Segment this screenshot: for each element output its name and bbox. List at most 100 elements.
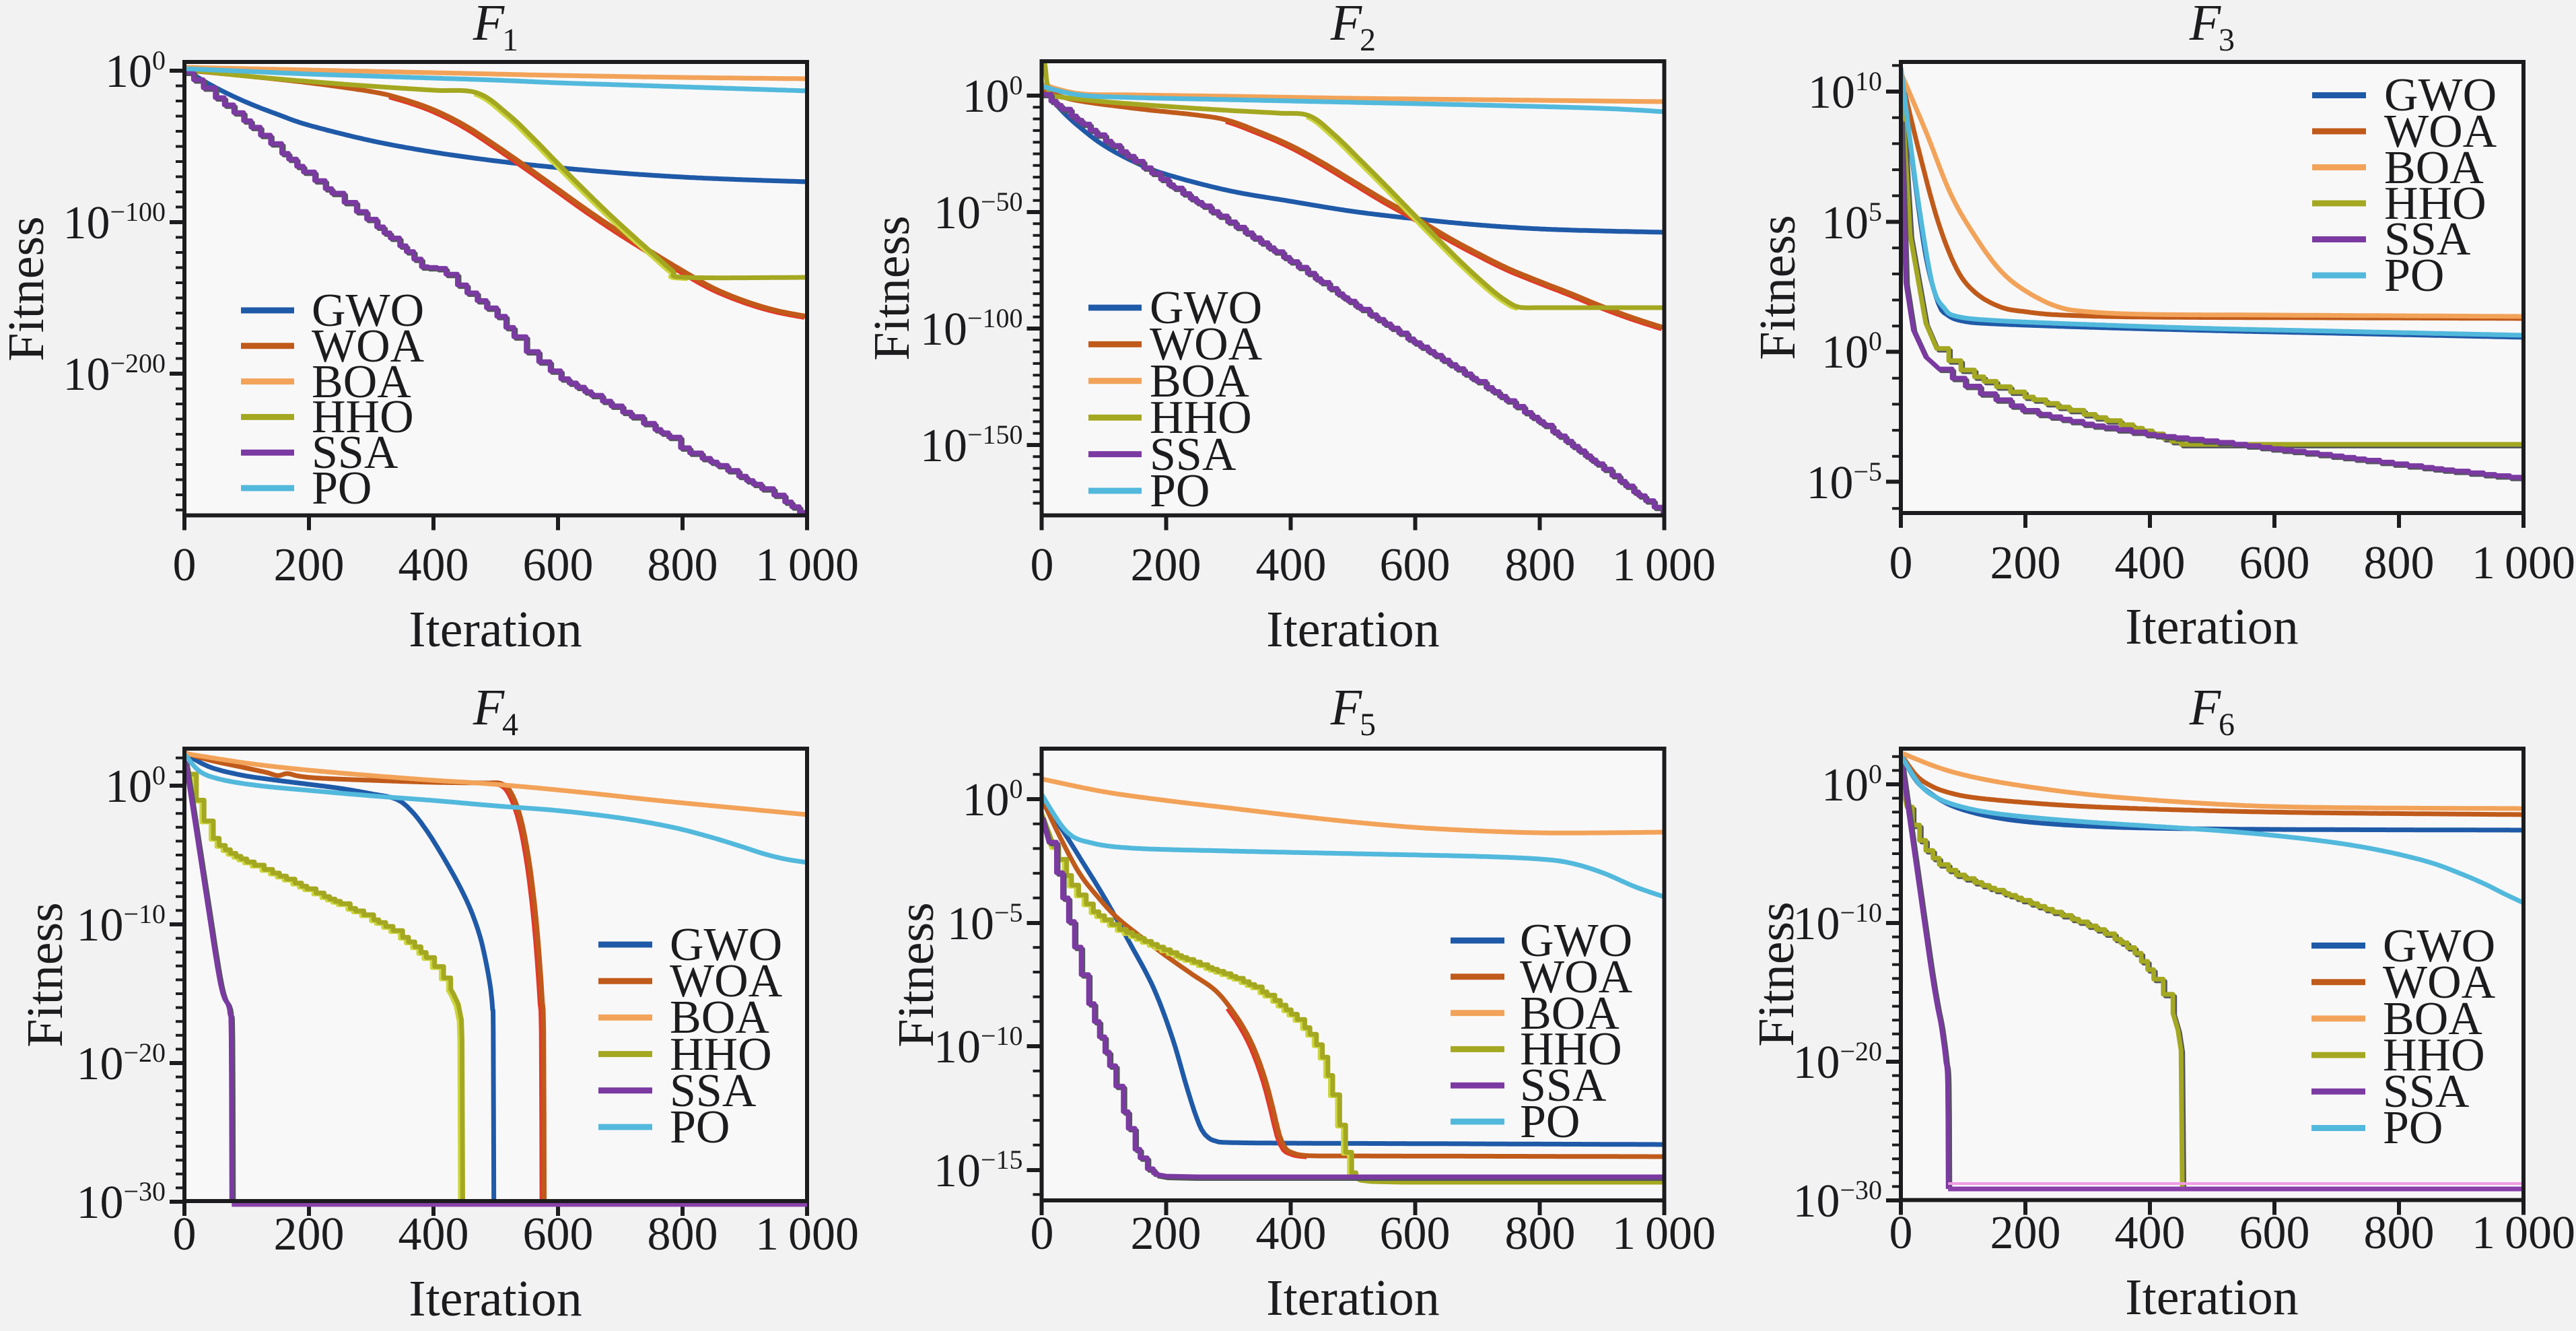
- svg-text:200: 200: [1990, 1207, 2061, 1259]
- svg-text:400: 400: [398, 539, 469, 591]
- svg-text:800: 800: [2364, 537, 2435, 589]
- svg-text:200: 200: [274, 1208, 345, 1260]
- svg-text:10−30: 10−30: [76, 1176, 166, 1229]
- svg-text:10−10: 10−10: [1792, 897, 1882, 950]
- svg-text:10−10: 10−10: [76, 899, 166, 951]
- svg-text:SSA: SSA: [2383, 1066, 2470, 1118]
- svg-text:600: 600: [2239, 1207, 2310, 1259]
- svg-text:GWO: GWO: [2383, 920, 2495, 972]
- svg-text:Iteration: Iteration: [2125, 1269, 2298, 1326]
- svg-text:800: 800: [2364, 1207, 2435, 1259]
- svg-text:0: 0: [173, 1208, 197, 1260]
- svg-text:0: 0: [1031, 539, 1054, 591]
- svg-text:Iteration: Iteration: [409, 1270, 582, 1327]
- svg-text:WOA: WOA: [670, 955, 783, 1007]
- svg-text:WOA: WOA: [312, 320, 425, 372]
- svg-text:Fitness: Fitness: [864, 215, 920, 360]
- svg-text:F: F: [2189, 0, 2222, 51]
- svg-text:PO: PO: [312, 463, 372, 514]
- svg-text:WOA: WOA: [2383, 957, 2496, 1009]
- svg-text:F: F: [1330, 679, 1363, 736]
- svg-text:4: 4: [502, 707, 518, 743]
- svg-text:Fitness: Fitness: [1748, 901, 1805, 1046]
- svg-text:1 000: 1 000: [2472, 537, 2575, 589]
- svg-text:GWO: GWO: [670, 919, 782, 971]
- svg-text:BOA: BOA: [2383, 993, 2482, 1045]
- svg-text:Iteration: Iteration: [409, 601, 582, 658]
- svg-text:6: 6: [2219, 707, 2235, 743]
- svg-text:BOA: BOA: [1150, 355, 1249, 407]
- svg-text:F: F: [2189, 679, 2222, 736]
- svg-text:SSA: SSA: [312, 427, 398, 479]
- svg-text:1 000: 1 000: [1612, 1208, 1716, 1260]
- svg-text:PO: PO: [2383, 1102, 2443, 1154]
- svg-text:WOA: WOA: [2384, 106, 2497, 158]
- svg-text:100: 100: [1821, 759, 1882, 811]
- svg-text:600: 600: [1380, 539, 1451, 591]
- svg-text:1: 1: [502, 22, 518, 58]
- svg-text:400: 400: [1256, 539, 1327, 591]
- svg-text:800: 800: [648, 539, 718, 591]
- svg-text:0: 0: [173, 539, 197, 591]
- svg-text:Iteration: Iteration: [1266, 601, 1439, 658]
- svg-text:PO: PO: [1150, 465, 1210, 517]
- svg-text:600: 600: [1380, 1208, 1451, 1260]
- svg-text:0: 0: [1889, 1207, 1913, 1259]
- svg-text:HHO: HHO: [1520, 1023, 1622, 1075]
- svg-text:400: 400: [398, 1208, 469, 1260]
- svg-text:5: 5: [1360, 707, 1376, 743]
- svg-text:600: 600: [523, 1208, 594, 1260]
- svg-text:Fitness: Fitness: [17, 902, 73, 1047]
- svg-text:Fitness: Fitness: [0, 216, 55, 361]
- svg-text:GWO: GWO: [2384, 69, 2497, 121]
- svg-text:BOA: BOA: [2384, 142, 2484, 194]
- svg-text:F: F: [473, 679, 506, 736]
- svg-text:HHO: HHO: [2383, 1029, 2485, 1081]
- svg-text:F: F: [1330, 0, 1363, 51]
- svg-text:HHO: HHO: [1150, 392, 1252, 444]
- svg-text:1 000: 1 000: [2472, 1207, 2575, 1259]
- svg-text:PO: PO: [670, 1101, 730, 1153]
- svg-text:BOA: BOA: [670, 992, 769, 1044]
- svg-text:WOA: WOA: [1150, 318, 1263, 370]
- svg-text:400: 400: [2115, 1207, 2186, 1259]
- svg-text:1 000: 1 000: [755, 1208, 859, 1260]
- svg-text:0: 0: [1031, 1208, 1054, 1260]
- svg-text:1 000: 1 000: [755, 539, 859, 591]
- svg-text:800: 800: [1505, 1208, 1576, 1260]
- svg-text:HHO: HHO: [312, 391, 414, 443]
- svg-text:2: 2: [1360, 22, 1376, 58]
- svg-text:400: 400: [1256, 1208, 1327, 1260]
- svg-text:10−20: 10−20: [76, 1037, 166, 1090]
- svg-text:0: 0: [1889, 537, 1913, 589]
- svg-text:GWO: GWO: [312, 285, 424, 337]
- svg-text:F: F: [473, 0, 506, 51]
- svg-text:400: 400: [2115, 537, 2186, 589]
- svg-text:HHO: HHO: [2384, 178, 2486, 230]
- svg-text:BOA: BOA: [1520, 988, 1620, 1039]
- svg-text:SSA: SSA: [2384, 213, 2471, 265]
- svg-text:Fitness: Fitness: [1749, 215, 1806, 360]
- svg-text:200: 200: [1131, 1208, 1202, 1260]
- svg-text:800: 800: [648, 1208, 718, 1260]
- svg-text:SSA: SSA: [1150, 429, 1237, 481]
- svg-text:200: 200: [274, 539, 345, 591]
- svg-text:Fitness: Fitness: [888, 902, 944, 1047]
- svg-text:HHO: HHO: [670, 1029, 772, 1081]
- svg-text:600: 600: [523, 539, 594, 591]
- svg-text:200: 200: [1131, 539, 1202, 591]
- svg-text:PO: PO: [2384, 250, 2444, 302]
- svg-text:1 000: 1 000: [1612, 539, 1716, 591]
- svg-text:Iteration: Iteration: [2125, 599, 2298, 655]
- svg-text:800: 800: [1505, 539, 1576, 591]
- svg-text:GWO: GWO: [1150, 282, 1262, 334]
- svg-text:200: 200: [1990, 537, 2061, 589]
- svg-text:SSA: SSA: [670, 1065, 757, 1117]
- svg-text:Iteration: Iteration: [1266, 1270, 1439, 1326]
- svg-text:GWO: GWO: [1520, 915, 1632, 967]
- svg-text:WOA: WOA: [1520, 951, 1633, 1003]
- svg-text:3: 3: [2219, 22, 2235, 58]
- svg-text:600: 600: [2239, 537, 2310, 589]
- svg-text:BOA: BOA: [312, 356, 411, 408]
- svg-text:PO: PO: [1520, 1096, 1580, 1148]
